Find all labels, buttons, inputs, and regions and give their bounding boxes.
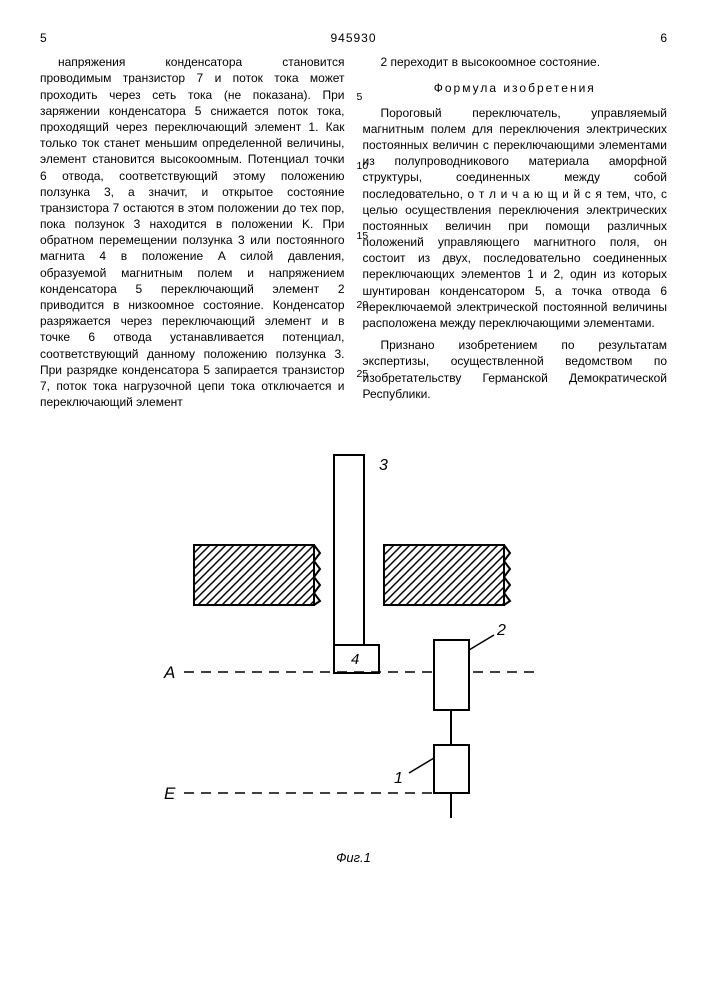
page-header: 5 945930 6 [40,30,667,46]
page-number-right: 6 [660,30,667,46]
page-number-left: 5 [40,30,47,46]
line-number: 20 [357,298,371,312]
recognition-text: Признано изобретением по результатам экс… [363,337,668,402]
label-1: 1 [394,770,403,787]
label-e: E [164,784,176,803]
figure-1: 3 4 A 2 1 E Фиг.1 [40,440,667,866]
line-numbers: 5 10 15 20 25 [357,54,371,410]
left-column: напряжения конденсатора становится прово… [40,54,345,410]
bar-3 [334,455,364,645]
line-number: 10 [357,159,371,173]
claim-text: Пороговый переключатель, управляемый маг… [363,105,668,332]
figure-caption: Фиг.1 [40,849,667,867]
label-a: A [163,663,175,682]
line-number: 25 [357,367,371,381]
formula-title: Формула изобретения [363,80,668,96]
left-column-text: напряжения конденсатора становится прово… [40,54,345,410]
label-2: 2 [496,622,506,639]
right-column: 5 10 15 20 25 2 переходит в высокоомное … [363,54,668,410]
block-1 [434,745,469,793]
line-number: 5 [357,90,371,104]
text-columns: напряжения конденсатора становится прово… [40,54,667,410]
figure-svg: 3 4 A 2 1 E [139,440,569,840]
label-4: 4 [351,651,359,668]
right-hatch-block [384,545,504,605]
patent-number: 945930 [330,30,376,46]
block-2 [434,640,469,710]
label-3: 3 [379,457,388,474]
left-hatch-block [194,545,314,605]
line-number: 15 [357,229,371,243]
right-continuation: 2 переходит в высокоомное состояние. [363,54,668,70]
